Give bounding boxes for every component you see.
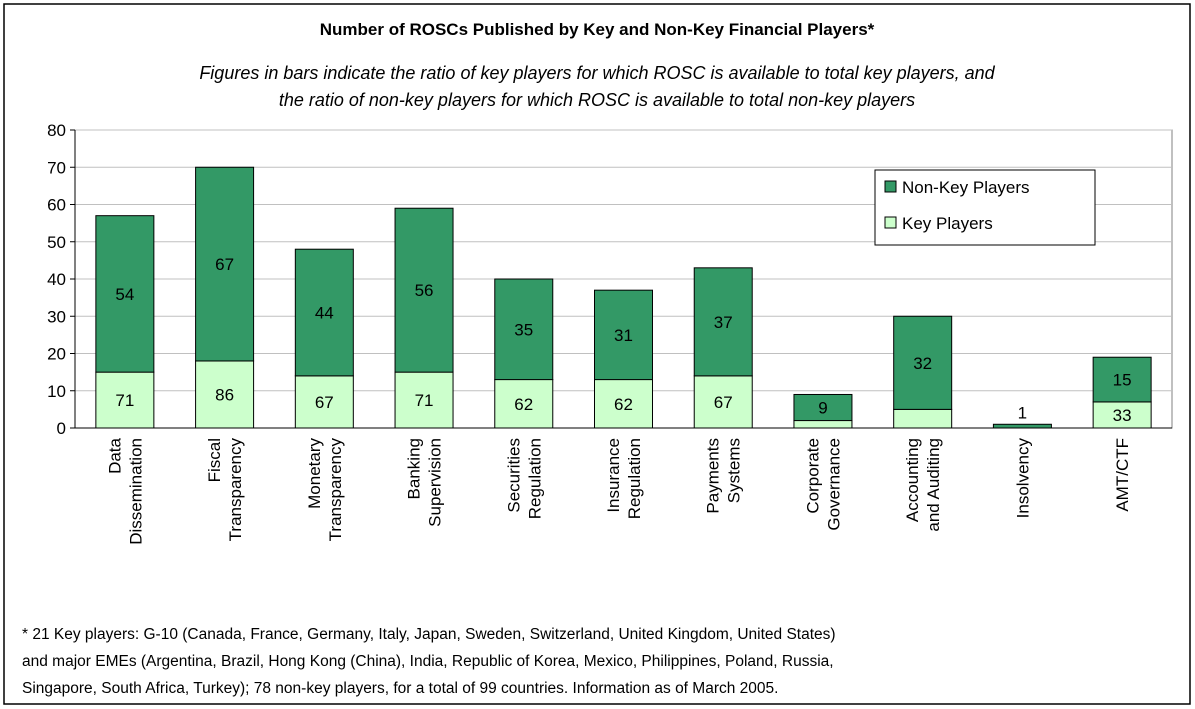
y-tick-label: 20 bbox=[47, 345, 66, 364]
bar-label: 32 bbox=[913, 354, 932, 373]
bar-label: 67 bbox=[315, 393, 334, 412]
x-tick-label: Regulation bbox=[525, 438, 544, 519]
bar-label: 86 bbox=[215, 385, 234, 404]
bar-label: 56 bbox=[415, 281, 434, 300]
x-tick-label: Dissemination bbox=[126, 438, 145, 545]
bar-label: 15 bbox=[1113, 371, 1132, 390]
bar-label: 31 bbox=[614, 326, 633, 345]
bar-segment bbox=[195, 360, 255, 429]
x-tick-label: Governance bbox=[824, 438, 843, 531]
bar-segment bbox=[1092, 401, 1152, 429]
bar-segment bbox=[494, 379, 554, 429]
y-tick-label: 30 bbox=[47, 307, 66, 326]
x-tick-label: and Auditing bbox=[924, 438, 943, 532]
y-tick-label: 60 bbox=[47, 196, 66, 215]
x-tick-label: Monetary bbox=[305, 438, 324, 509]
bar-label: 1 bbox=[1018, 403, 1027, 422]
bar-label: 67 bbox=[714, 393, 733, 412]
bar-label: 62 bbox=[614, 395, 633, 414]
x-tick-label: Regulation bbox=[625, 438, 644, 519]
bar-segment bbox=[1092, 356, 1152, 403]
bar-segment bbox=[594, 379, 653, 429]
bar-segment bbox=[693, 267, 753, 377]
bar-label: 71 bbox=[415, 391, 434, 410]
legend-label: Non-Key Players bbox=[902, 178, 1030, 197]
bar-label: 54 bbox=[115, 285, 134, 304]
x-tick-label: Fiscal bbox=[205, 438, 224, 482]
subtitle: Figures in bars indicate the ratio of ke… bbox=[199, 63, 995, 83]
y-tick-label: 0 bbox=[57, 419, 66, 438]
legend-swatch bbox=[884, 180, 897, 193]
bar-label: 9 bbox=[818, 399, 827, 418]
bar-segment bbox=[294, 248, 354, 377]
legend-swatch bbox=[884, 216, 897, 229]
bar-segment bbox=[693, 375, 753, 429]
bar-segment bbox=[95, 371, 155, 429]
bar-label: 44 bbox=[315, 304, 334, 323]
x-tick-label: Systems bbox=[725, 438, 744, 503]
bar-segment bbox=[294, 375, 354, 429]
y-tick-label: 40 bbox=[47, 270, 66, 289]
bar-segment bbox=[494, 278, 554, 381]
x-tick-label: AMT/CTF bbox=[1113, 438, 1132, 512]
x-tick-label: Securities bbox=[504, 438, 523, 513]
bar-segment bbox=[394, 371, 454, 429]
bar-segment bbox=[793, 393, 853, 422]
x-tick-label: Transparency bbox=[226, 438, 245, 542]
bar-label: 62 bbox=[514, 395, 533, 414]
bar-segment bbox=[893, 408, 953, 429]
bar-label: 35 bbox=[514, 320, 533, 339]
x-tick-label: Banking bbox=[405, 438, 424, 499]
bar-label: 71 bbox=[115, 391, 134, 410]
bar-label: 33 bbox=[1113, 406, 1132, 425]
y-tick-label: 80 bbox=[47, 121, 66, 140]
y-tick-label: 70 bbox=[47, 158, 66, 177]
bar-segment bbox=[95, 215, 155, 373]
x-tick-label: Transparency bbox=[326, 438, 345, 542]
x-tick-label: Insurance bbox=[604, 438, 623, 513]
subtitle: the ratio of non-key players for which R… bbox=[279, 90, 915, 110]
legend-label: Key Players bbox=[902, 214, 993, 233]
bar-label: 37 bbox=[714, 313, 733, 332]
footnote: Singapore, South Africa, Turkey); 78 non… bbox=[22, 680, 778, 697]
x-tick-label: Insolvency bbox=[1013, 438, 1032, 519]
x-tick-label: Supervision bbox=[426, 438, 445, 527]
footnote: * 21 Key players: G-10 (Canada, France, … bbox=[22, 626, 836, 643]
bar-segment bbox=[992, 423, 1052, 429]
chart-title: Number of ROSCs Published by Key and Non… bbox=[320, 20, 875, 39]
x-tick-label: Accounting bbox=[903, 438, 922, 522]
legend bbox=[874, 169, 1096, 246]
bar-segment bbox=[394, 207, 454, 373]
bar-label: 67 bbox=[215, 255, 234, 274]
footnote: and major EMEs (Argentina, Brazil, Hong … bbox=[22, 653, 834, 670]
bar-segment bbox=[594, 289, 653, 381]
bar-segment bbox=[195, 166, 255, 362]
x-tick-label: Corporate bbox=[803, 438, 822, 514]
x-tick-label: Data bbox=[105, 437, 124, 473]
y-tick-label: 10 bbox=[47, 382, 66, 401]
x-tick-label: Payments bbox=[704, 438, 723, 514]
bar-segment bbox=[893, 315, 953, 410]
y-tick-label: 50 bbox=[47, 233, 66, 252]
bar-segment bbox=[793, 420, 853, 429]
